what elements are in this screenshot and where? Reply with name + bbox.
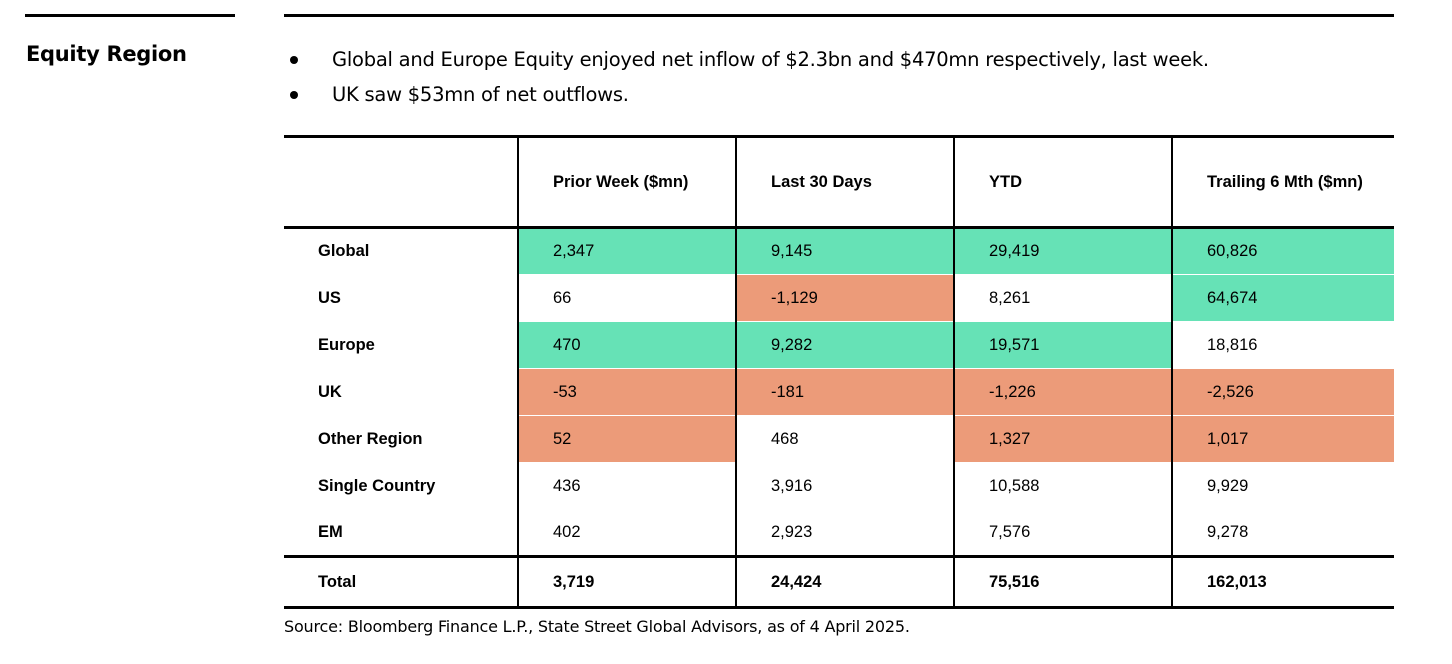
table-cell: 1,327 — [953, 415, 1173, 463]
row-label: Global — [284, 227, 519, 275]
table-row: Global 2,347 9,145 29,419 60,826 — [284, 227, 1394, 275]
table-cell: 1,017 — [1171, 415, 1394, 463]
table-row: Single Country 436 3,916 10,588 9,929 — [284, 462, 1394, 510]
table-row: Europe 470 9,282 19,571 18,816 — [284, 321, 1394, 369]
header-rule-left — [25, 14, 235, 17]
row-label: EM — [284, 509, 519, 557]
table-cell: 10,588 — [953, 462, 1173, 510]
column-header-region — [284, 136, 519, 229]
bullet-list: Global and Europe Equity enjoyed net inf… — [284, 42, 1209, 112]
table-cell: 7,576 — [953, 509, 1173, 557]
table-row: UK -53 -181 -1,226 -2,526 — [284, 368, 1394, 416]
table-cell: 9,145 — [735, 227, 955, 275]
table-cell: 468 — [735, 415, 955, 463]
table-cell: 75,516 — [953, 555, 1173, 608]
row-label: US — [284, 274, 519, 322]
table-cell: 3,719 — [517, 555, 737, 608]
table-cell: -181 — [735, 368, 955, 416]
table-cell: 2,923 — [735, 509, 955, 557]
table-cell: 162,013 — [1171, 555, 1394, 608]
table-cell: 2,347 — [517, 227, 737, 275]
row-label: UK — [284, 368, 519, 416]
row-label: Total — [284, 555, 519, 608]
table-header-row: Prior Week ($mn) Last 30 Days YTD Traili… — [284, 136, 1394, 229]
table-cell: 402 — [517, 509, 737, 557]
row-label: Other Region — [284, 415, 519, 463]
bullet-text: Global and Europe Equity enjoyed net inf… — [332, 48, 1209, 71]
table-row: Total 3,719 24,424 75,516 162,013 — [284, 555, 1394, 608]
table-cell: -1,226 — [953, 368, 1173, 416]
table-cell: 52 — [517, 415, 737, 463]
table-cell: 9,282 — [735, 321, 955, 369]
column-header-last-30-days: Last 30 Days — [735, 136, 955, 229]
bullet-icon — [290, 56, 298, 64]
table-cell: 24,424 — [735, 555, 955, 608]
table-cell: 8,261 — [953, 274, 1173, 322]
table-row: Other Region 52 468 1,327 1,017 — [284, 415, 1394, 463]
table-cell: 9,278 — [1171, 509, 1394, 557]
bullet-text: UK saw $53mn of net outflows. — [332, 83, 629, 106]
source-note: Source: Bloomberg Finance L.P., State St… — [284, 617, 910, 636]
table-cell: 60,826 — [1171, 227, 1394, 275]
section-label: Equity Region — [26, 42, 187, 66]
table-cell: 3,916 — [735, 462, 955, 510]
table-cell: 66 — [517, 274, 737, 322]
table-cell: 470 — [517, 321, 737, 369]
column-header-prior-week: Prior Week ($mn) — [517, 136, 737, 229]
column-header-trailing-6-mth: Trailing 6 Mth ($mn) — [1171, 136, 1394, 229]
table-row: EM 402 2,923 7,576 9,278 — [284, 509, 1394, 557]
table-cell: 18,816 — [1171, 321, 1394, 369]
bullet-item: UK saw $53mn of net outflows. — [284, 77, 1209, 112]
table-cell: 436 — [517, 462, 737, 510]
table-cell: 19,571 — [953, 321, 1173, 369]
bullet-item: Global and Europe Equity enjoyed net inf… — [284, 42, 1209, 77]
table-cell: -2,526 — [1171, 368, 1394, 416]
header-rule-right — [284, 14, 1394, 17]
table-row: US 66 -1,129 8,261 64,674 — [284, 274, 1394, 322]
row-label: Single Country — [284, 462, 519, 510]
row-label: Europe — [284, 321, 519, 369]
table-cell: -53 — [517, 368, 737, 416]
column-header-ytd: YTD — [953, 136, 1173, 229]
equity-flows-table: Prior Week ($mn) Last 30 Days YTD Traili… — [284, 135, 1394, 609]
bullet-icon — [290, 91, 298, 99]
table-cell: -1,129 — [735, 274, 955, 322]
table-cell: 64,674 — [1171, 274, 1394, 322]
table-cell: 29,419 — [953, 227, 1173, 275]
table-cell: 9,929 — [1171, 462, 1394, 510]
